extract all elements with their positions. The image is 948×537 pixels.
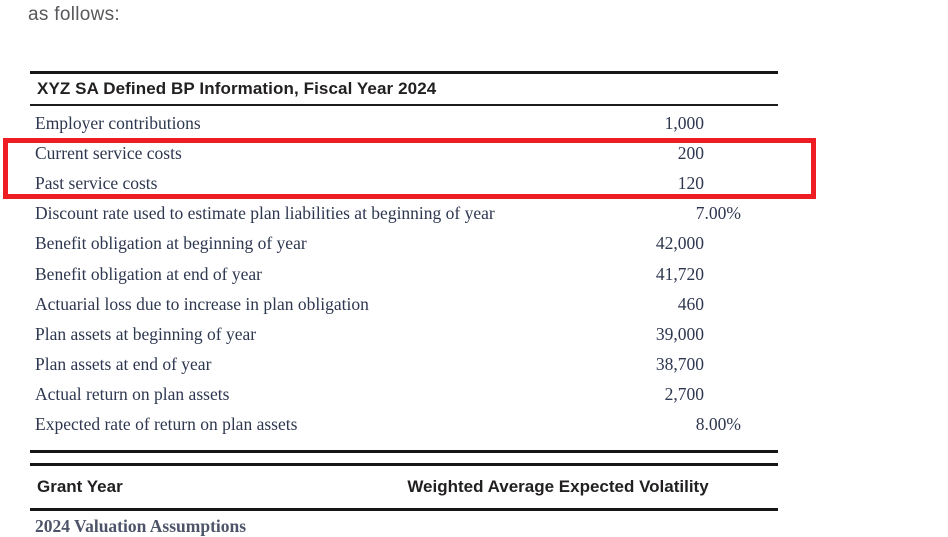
table-row: Actual return on plan assets 2,700	[30, 380, 778, 410]
table-row: Plan assets at end of year 38,700	[30, 350, 778, 380]
row-label: Actual return on plan assets	[35, 384, 230, 405]
row-value: 41,720	[655, 263, 704, 284]
row-label: Benefit obligation at end of year	[35, 263, 262, 284]
row-value: 460	[677, 293, 704, 314]
table-row: Actuarial loss due to increase in plan o…	[30, 289, 778, 319]
row-value: 2,700	[664, 384, 704, 405]
row-label: Current service costs	[35, 142, 182, 163]
pension-table-rows: Employer contributions 1,000 Current ser…	[30, 106, 778, 440]
table-row: Benefit obligation at beginning of year …	[30, 229, 778, 259]
row-value: 39,000	[655, 323, 704, 344]
intro-text: as follows:	[28, 4, 121, 25]
volatility-header-rule	[30, 508, 778, 512]
table-row: Plan assets at beginning of year 39,000	[30, 319, 778, 349]
row-label: Plan assets at beginning of year	[35, 323, 257, 344]
table-top-rule	[30, 71, 778, 74]
row-label: Actuarial loss due to increase in plan o…	[35, 293, 369, 314]
volatility-table-top-rule	[30, 463, 778, 467]
row-label: Expected rate of return on plan assets	[35, 414, 298, 435]
row-value: 38,700	[655, 354, 704, 375]
table-row: Discount rate used to estimate plan liab…	[30, 199, 778, 229]
table-row: Employer contributions 1,000	[30, 108, 778, 138]
weighted-volatility-header: Weighted Average Expected Volatility	[407, 477, 709, 497]
table-row: Expected rate of return on plan assets 8…	[30, 410, 778, 440]
table-row: Current service costs 200	[30, 138, 778, 168]
spacer	[30, 453, 778, 463]
row-value: 120	[677, 172, 704, 193]
row-label: Employer contributions	[35, 112, 201, 133]
volatility-table-header-row: Grant Year Weighted Average Expected Vol…	[30, 466, 778, 508]
row-label: Plan assets at end of year	[35, 354, 212, 375]
table-header-rule	[30, 104, 778, 106]
table-row: Past service costs 120	[30, 168, 778, 198]
row-value: 200	[677, 142, 704, 163]
row-label: Past service costs	[35, 172, 158, 193]
grant-year-header: Grant Year	[37, 477, 123, 497]
pension-exhibit-table: XYZ SA Defined BP Information, Fiscal Ye…	[30, 71, 778, 537]
row-label: Benefit obligation at beginning of year	[35, 233, 307, 254]
spacer	[30, 440, 778, 450]
row-label: Discount rate used to estimate plan liab…	[35, 203, 495, 224]
row-value: 7.00%	[695, 203, 741, 224]
row-value: 1,000	[664, 112, 704, 133]
table-bottom-rule	[30, 450, 778, 454]
row-value: 42,000	[655, 233, 704, 254]
volatility-table-partial-row: 2024 Valuation Assumptions	[35, 516, 247, 537]
pension-table-title: XYZ SA Defined BP Information, Fiscal Ye…	[37, 79, 437, 98]
table-row: Benefit obligation at end of year 41,720	[30, 259, 778, 289]
row-value: 8.00%	[695, 414, 741, 435]
